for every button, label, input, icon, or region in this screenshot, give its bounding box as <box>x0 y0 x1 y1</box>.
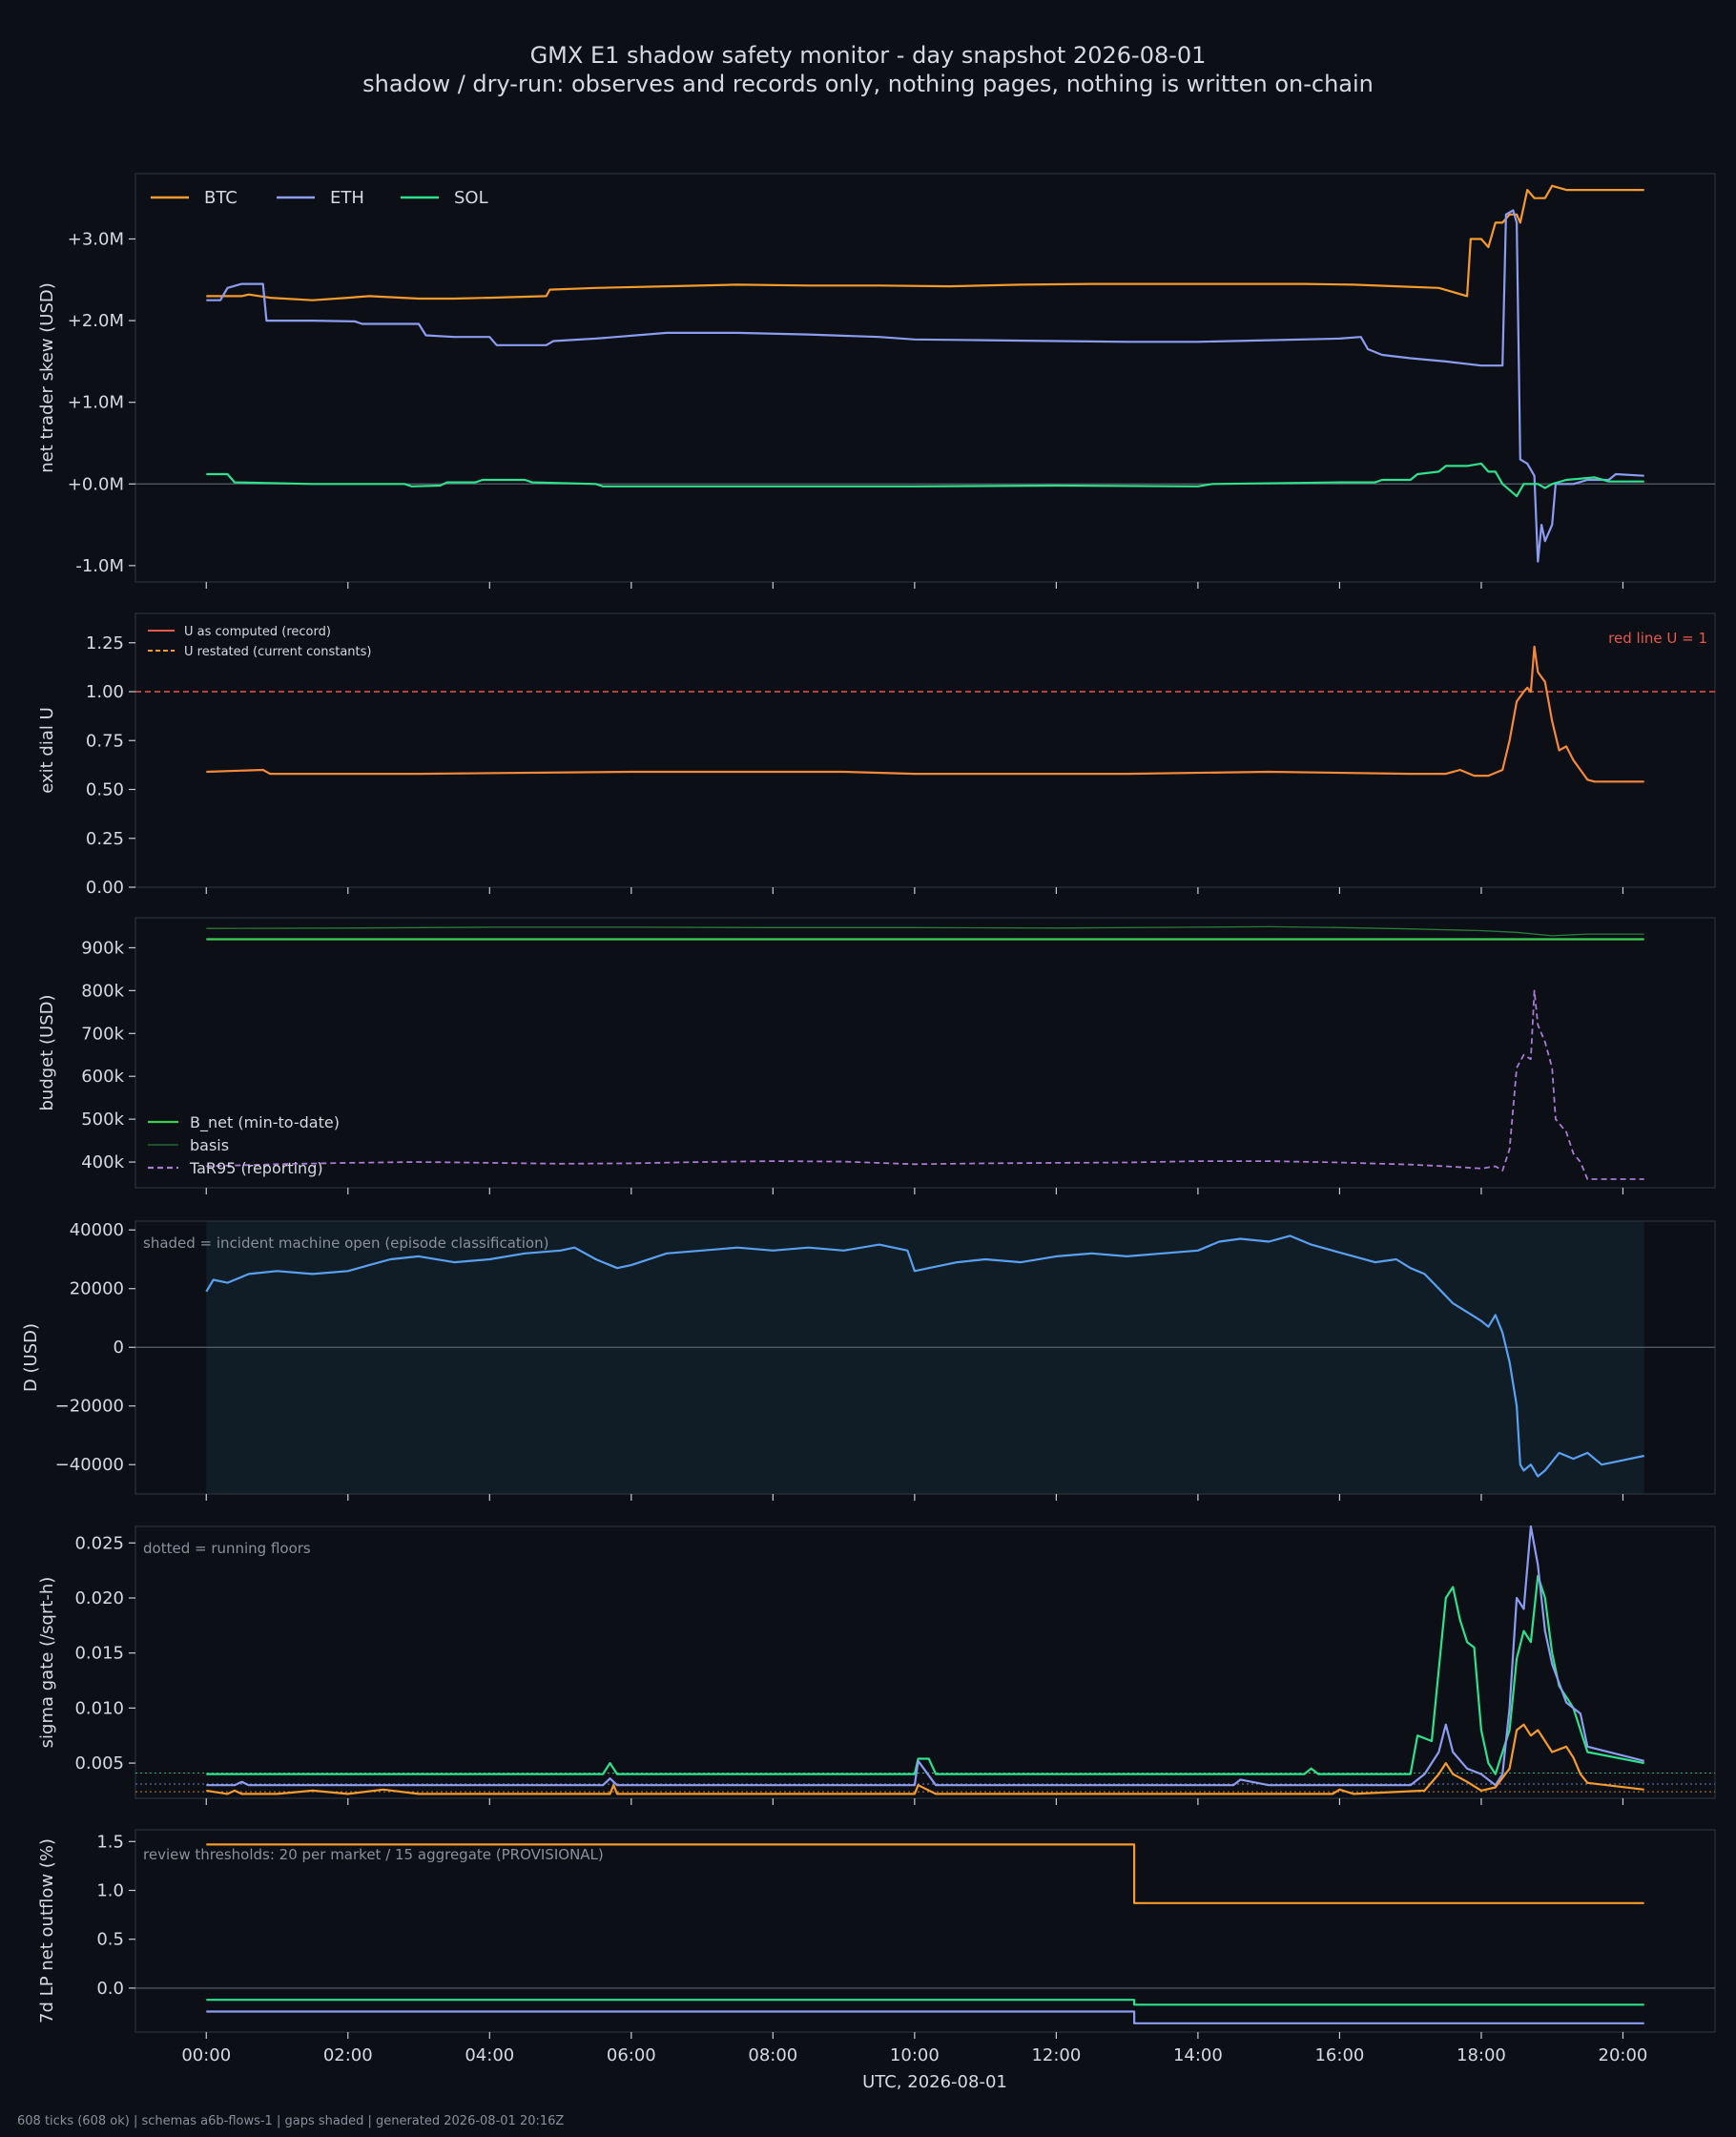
series-line-tar95 <box>206 989 1644 1180</box>
x-tick-label: 16:00 <box>1314 2045 1364 2065</box>
y-axis-label: D (USD) <box>21 1323 41 1392</box>
panel-sigma: 0.005 0.010 0.015 0.020 0.025 sigma gate (/sq… <box>37 1525 1716 1805</box>
series-line-u <box>206 645 1644 783</box>
y-tick-label: −20000 <box>55 1397 124 1417</box>
y-tick-label: 40000 <box>70 1220 124 1240</box>
panel-exit: 0.00 0.25 0.50 0.75 1.00 1.25 exit dial U red l… <box>37 612 1716 898</box>
x-tick-label: 06:00 <box>607 2045 656 2065</box>
y-tick-label: 1.5 <box>96 1832 124 1852</box>
y-axis-label: exit dial U <box>37 707 57 794</box>
y-tick-label: +0.0M <box>68 474 124 494</box>
y-tick-label: 0.025 <box>74 1533 124 1553</box>
y-axis-label: budget (USD) <box>37 994 57 1110</box>
y-tick-label: 0.005 <box>74 1753 124 1774</box>
series-line-sol <box>206 462 1644 498</box>
panel-annotation: shaded = incident machine open (episode … <box>143 1234 548 1252</box>
y-tick-label: 0.0 <box>96 1979 124 1999</box>
panel-budget: 400k 500k 600k 700k 800k 900k budget (USD) B_ne… <box>37 917 1716 1194</box>
y-tick-label: +3.0M <box>68 229 124 249</box>
panel-frame <box>134 612 1716 888</box>
y-tick-label: −40000 <box>55 1455 124 1475</box>
y-tick-label: 500k <box>81 1110 124 1130</box>
legend-label: TaR95 (reporting) <box>189 1159 323 1177</box>
y-tick-label: 20000 <box>70 1279 124 1299</box>
y-tick-label: 0.015 <box>74 1644 124 1664</box>
y-tick-label: 400k <box>81 1152 124 1172</box>
series-line-eth <box>206 2010 1644 2024</box>
y-tick-label: +2.0M <box>68 311 124 331</box>
panel-frame <box>134 1829 1716 2033</box>
y-tick-label: 1.25 <box>86 633 124 654</box>
series-line-btc <box>206 184 1644 301</box>
incident-shade <box>206 1221 1644 1494</box>
x-tick-label: 14:00 <box>1173 2045 1223 2065</box>
y-tick-label: 800k <box>81 981 124 1001</box>
x-axis-label: UTC, 2026-08-01 <box>862 2072 1007 2092</box>
y-tick-label: 0.50 <box>86 780 124 800</box>
series-line-eth <box>206 209 1644 563</box>
x-tick-label: 00:00 <box>181 2045 231 2065</box>
panel-frame <box>134 1525 1716 1799</box>
panel-frame <box>134 173 1716 583</box>
panel-dval: −40000 −20000 0 20000 40000 D (USD) shaded = i… <box>21 1220 1716 1501</box>
legend-label: basis <box>190 1136 229 1154</box>
legend-label: U restated (current constants) <box>184 645 371 659</box>
series-line-btc <box>206 1723 1644 1795</box>
y-tick-label: 0.5 <box>96 1930 124 1950</box>
y-axis-label: 7d LP net outflow (%) <box>37 1838 57 2023</box>
y-axis-label: net trader skew (USD) <box>37 282 57 473</box>
panel-annotation: review thresholds: 20 per market / 15 ag… <box>143 1846 604 1863</box>
y-tick-label: 600k <box>81 1067 124 1087</box>
footer-status: 608 ticks (608 ok) | schemas a6b-flows-1… <box>17 2114 565 2128</box>
x-tick-label: 02:00 <box>323 2045 373 2065</box>
series-line-sol <box>206 1574 1644 1775</box>
page-title: GMX E1 shadow safety monitor - day snaps… <box>529 42 1207 69</box>
y-tick-label: 0.00 <box>86 878 124 898</box>
y-tick-label: 0.010 <box>74 1698 124 1718</box>
legend-label: SOL <box>454 188 488 208</box>
y-tick-label: 0 <box>114 1338 124 1358</box>
x-tick-label: 18:00 <box>1457 2045 1506 2065</box>
y-tick-label: 0.020 <box>74 1588 124 1608</box>
y-tick-label: 1.0 <box>96 1880 124 1900</box>
series-line-sol <box>206 1999 1644 2006</box>
panel-frame <box>134 917 1716 1189</box>
legend-label: U as computed (record) <box>184 625 331 639</box>
x-tick-label: 08:00 <box>748 2045 797 2065</box>
y-tick-label: +1.0M <box>68 393 124 413</box>
y-tick-label: 0.75 <box>86 731 124 751</box>
y-axis-label: sigma gate (/sqrt-h) <box>37 1577 57 1749</box>
panel-annotation: dotted = running floors <box>143 1540 311 1557</box>
legend-label: BTC <box>204 188 238 208</box>
series-line-btc <box>206 1843 1644 1904</box>
y-tick-label: 0.25 <box>86 829 124 849</box>
x-tick-label: 10:00 <box>890 2045 940 2065</box>
y-tick-label: 1.00 <box>86 682 124 702</box>
page-subtitle: shadow / dry-run: observes and records o… <box>362 71 1374 97</box>
series-line-eth <box>206 1525 1644 1787</box>
x-tick-label: 20:00 <box>1599 2045 1648 2065</box>
series-line-d <box>205 1234 1644 1478</box>
x-tick-label: 12:00 <box>1031 2045 1081 2065</box>
panel-lp: 0.0 0.5 1.0 1.5 7d LP net outflow (%) review … <box>37 1829 1716 2039</box>
x-tick-label: 04:00 <box>465 2045 514 2065</box>
legend-label: B_net (min-to-date) <box>190 1113 340 1132</box>
panel-skew: -1.0M +0.0M +1.0M +2.0M +3.0M net trader skew… <box>37 173 1716 589</box>
y-tick-label: 900k <box>81 938 124 958</box>
y-tick-label: -1.0M <box>75 556 124 576</box>
red-line-annotation: red line U = 1 <box>1608 630 1707 647</box>
series-line-basis <box>206 925 1644 937</box>
legend-label: ETH <box>330 188 364 208</box>
y-tick-label: 700k <box>81 1024 124 1044</box>
panel-frame <box>134 1220 1716 1495</box>
